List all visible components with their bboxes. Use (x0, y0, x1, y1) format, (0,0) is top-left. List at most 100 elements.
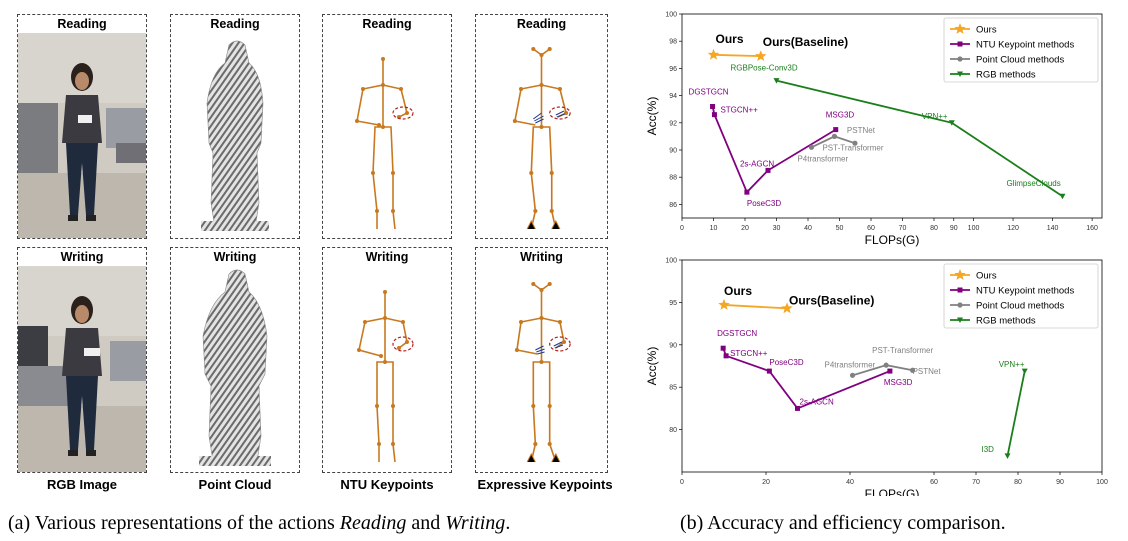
data-label: MSG3D (884, 378, 913, 387)
legend-label: NTU Keypoint methods (976, 286, 1074, 297)
legend-marker (957, 317, 963, 323)
panel-writing-expressive: Writing (475, 247, 608, 473)
data-label: 2s-AGCN (800, 397, 834, 406)
legend-label: Ours (976, 25, 997, 36)
data-label: PST-Transformer (822, 143, 883, 152)
data-label: P4transformer (797, 154, 848, 163)
y-tick-label: 85 (669, 385, 677, 392)
data-label: Ours(Baseline) (789, 293, 874, 307)
legend-marker (954, 23, 966, 34)
x-axis-label: FLOPs(G) (865, 487, 920, 496)
data-label: Ours (716, 32, 744, 46)
legend-marker (957, 41, 963, 47)
plot-frame (681, 13, 1103, 219)
x-tick-label: 60 (930, 479, 938, 486)
y-tick-label: 96 (669, 66, 677, 73)
x-tick-label: 0 (680, 479, 684, 486)
data-label: VPN++ (999, 360, 1025, 369)
column-label-pointcloud: Point Cloud (198, 477, 272, 492)
chart-bottom: 0 20 40 60 70 80 90 100 80 85 90 95 100 FLOPs(G) Acc(%… (640, 250, 1122, 497)
data-point (948, 120, 955, 126)
panel-reading-rgb: Reading (17, 14, 147, 239)
x-tick-label: 50 (836, 225, 844, 232)
caption-middle: and (406, 512, 446, 534)
panel-reading-ntu: Reading (322, 14, 452, 239)
data-label: P4transformer (825, 360, 876, 369)
y-tick-label: 86 (669, 202, 677, 209)
data-point (744, 189, 750, 195)
x-tick-label: 100 (1096, 479, 1108, 486)
y-tick-label: 88 (669, 175, 677, 182)
data-point (883, 362, 889, 368)
pointcloud-reading (171, 33, 299, 238)
x-tick-label: 70 (972, 479, 980, 486)
data-point (808, 144, 815, 150)
caption-suffix: . (505, 512, 511, 534)
x-tick-label: 40 (804, 225, 812, 232)
x-tick-label: 30 (773, 225, 781, 232)
series-line-ntu (711, 106, 837, 194)
panel-writing-ntu: Writing (322, 247, 452, 473)
data-label: Ours (724, 284, 752, 298)
data-point (909, 367, 916, 373)
data-point (1059, 193, 1066, 200)
data-label: DGSTGCN (689, 87, 729, 96)
data-label: VPN++ (922, 112, 948, 121)
data-point (755, 50, 767, 61)
data-point (849, 372, 856, 378)
data-label: 2s-AGCN (740, 159, 774, 168)
series-ntu: DGSTGCN STGCN++PoseC3D 2s-AGCN MSG3D (717, 329, 913, 411)
ntu-skeleton-writing (323, 266, 451, 472)
panel-title: Writing (60, 250, 104, 264)
x-tick-label: 80 (1014, 479, 1022, 486)
column-label-rgb: RGB Image (46, 477, 118, 492)
data-label: PSTNet (913, 367, 942, 376)
y-tick-label: 92 (669, 120, 677, 127)
x-tick-label: 90 (950, 225, 958, 232)
data-point (723, 353, 729, 359)
series-pc: P4transformer PST-Transformer PSTNet (825, 346, 942, 378)
data-point (795, 405, 800, 411)
series-line-ours (713, 53, 761, 58)
y-tick-label: 90 (669, 148, 677, 155)
data-point (711, 112, 717, 118)
legend: Ours NTU Keypoint methods Point Cloud meth… (943, 17, 1099, 83)
y-tick-label: 95 (669, 300, 677, 307)
caption-prefix: (a) Various representations of the actio… (8, 512, 340, 534)
rgb-photo-reading (18, 33, 146, 238)
data-label: STGCN++ (730, 349, 768, 358)
legend-marker (957, 287, 963, 293)
legend-label: RGB methods (976, 70, 1036, 81)
series-line-ours (723, 304, 788, 310)
x-tick-label: 100 (968, 225, 980, 232)
chart-top: 0 10 20 30 40 50 60 70 80 90 100 120 140 160 86 88 90 92 9… (640, 4, 1122, 248)
x-tick-label: 20 (741, 225, 749, 232)
panel-title: Reading (210, 17, 260, 31)
data-label: PoseC3D (747, 199, 781, 208)
figure-caption-b: (b) Accuracy and efficiency comparison. (680, 512, 1006, 534)
x-tick-label: 120 (1007, 225, 1019, 232)
legend-marker (957, 302, 963, 308)
data-point (833, 127, 839, 133)
y-axis-label: Acc(%) (645, 97, 659, 136)
data-point (887, 368, 893, 374)
x-tick-label: 10 (710, 225, 718, 232)
x-tick-label: 40 (846, 479, 854, 486)
data-point (781, 302, 793, 314)
series-ours: Ours Ours(Baseline) (718, 284, 874, 314)
figure-caption-a: (a) Various representations of the actio… (8, 512, 510, 535)
data-point (831, 133, 838, 139)
panel-title: Reading (362, 17, 412, 31)
expressive-skeleton-writing (476, 266, 607, 472)
legend-label: Point Cloud methods (976, 301, 1064, 312)
data-label: PoseC3D (769, 358, 803, 367)
data-label: GlimpseClouds (1006, 179, 1060, 188)
x-tick-label: 90 (1056, 479, 1064, 486)
data-label: I3D (982, 445, 995, 454)
rgb-photo-writing (18, 266, 146, 472)
expressive-skeleton-reading (476, 33, 607, 238)
data-point (1021, 368, 1028, 375)
y-tick-label: 94 (669, 93, 677, 100)
series-ours: Ours Ours(Baseline) (707, 32, 848, 61)
x-tick-label: 20 (762, 479, 770, 486)
